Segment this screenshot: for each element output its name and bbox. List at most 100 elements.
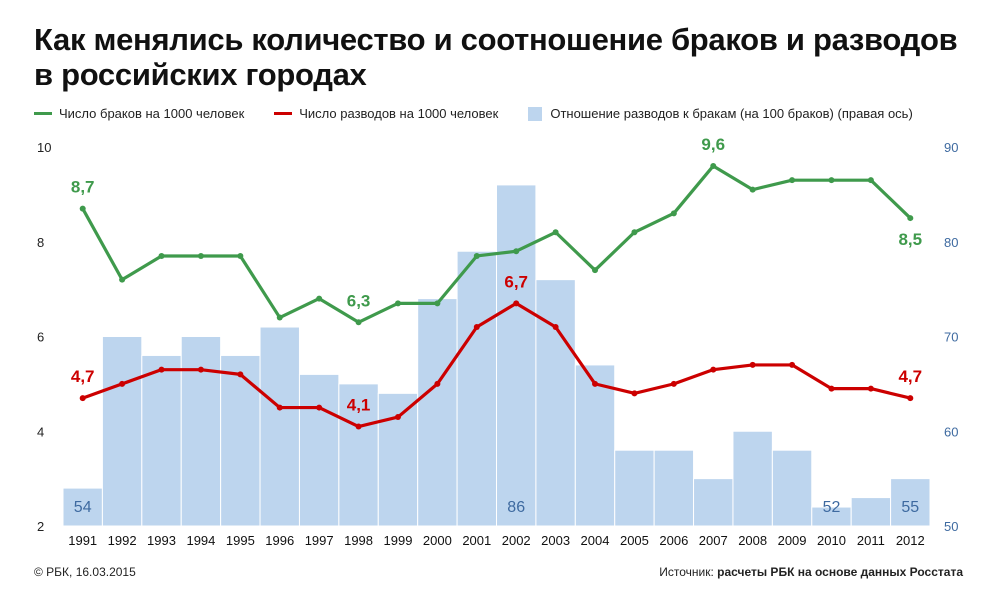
- legend-label-marriages: Число браков на 1000 человек: [59, 106, 245, 121]
- ratio-bar: [850, 497, 892, 527]
- divorces-point: [552, 324, 559, 331]
- x-axis-tick-label: 1995: [226, 533, 255, 548]
- ratio-bar: [535, 279, 576, 527]
- source-note: Источник: расчеты РБК на основе данных Р…: [659, 565, 963, 579]
- legend-label-ratio: Отношение разводов к бракам (на 100 брак…: [550, 106, 913, 121]
- divorces-point: [119, 380, 126, 387]
- x-axis-tick-label: 2001: [462, 533, 491, 548]
- legend-swatch-ratio: [528, 106, 543, 121]
- divorces-point: [592, 380, 599, 387]
- ratio-bar: [574, 364, 616, 527]
- marriages-point: [276, 314, 283, 321]
- divorces-data-label: 6,7: [504, 272, 528, 291]
- divorces-point: [513, 300, 520, 307]
- legend-item-marriages: Число браков на 1000 человек: [34, 106, 244, 121]
- marriages-point: [749, 186, 756, 193]
- marriages-point: [119, 276, 126, 283]
- marriages-line: [81, 164, 912, 324]
- divorces-point: [434, 380, 441, 387]
- ratio-bar-label: 86: [507, 499, 525, 516]
- marriages-data-label: 8,5: [898, 230, 922, 249]
- divorces-data-label: 4,1: [347, 396, 371, 415]
- x-axis-tick-label: 1992: [108, 533, 137, 548]
- marriages-point: [789, 177, 796, 184]
- divorces-point: [276, 404, 283, 411]
- ratio-bar: [180, 336, 222, 527]
- ratio-bar: [62, 487, 103, 527]
- x-axis-tick-label: 2008: [738, 533, 767, 548]
- legend-swatch-divorces: [274, 112, 293, 115]
- ratio-bar: [771, 449, 813, 527]
- ratio-bar: [614, 449, 655, 527]
- ratio-bar: [377, 392, 419, 527]
- marriages-data-label: 8,7: [71, 178, 95, 197]
- x-axis-tick-label: 2003: [541, 533, 570, 548]
- marriages-data-label: 9,6: [701, 135, 725, 154]
- x-axis-tick-label: 2005: [620, 533, 649, 548]
- marriages-point: [197, 252, 204, 259]
- divorces-line: [82, 301, 911, 429]
- copyright: © РБК, 16.03.2015: [34, 565, 136, 579]
- marriages-point: [355, 319, 362, 326]
- source-prefix: Источник:: [659, 565, 714, 579]
- ratio-bar: [890, 478, 931, 527]
- ratio-bar: [101, 336, 143, 527]
- ratio-bar: [732, 430, 773, 527]
- marriages-point: [79, 205, 86, 212]
- left-axis-tick-label: 4: [37, 424, 44, 439]
- marriages-point: [670, 210, 677, 217]
- x-axis-tick-label: 1997: [305, 533, 334, 548]
- divorces-point: [789, 361, 796, 368]
- chart-title: Как менялись количество и соотношение бр…: [34, 22, 958, 92]
- left-axis-tick-label: 2: [37, 519, 44, 534]
- divorces-point: [158, 366, 165, 373]
- marriages-point: [828, 177, 835, 184]
- marriages-point: [907, 215, 914, 222]
- ratio-bar-label: 52: [823, 499, 841, 516]
- marriages-point: [710, 162, 717, 169]
- right-axis-tick-label: 70: [944, 330, 958, 345]
- x-axis-tick-label: 2007: [699, 533, 728, 548]
- ratio-bar-label: 54: [74, 499, 92, 516]
- divorces-point: [670, 380, 677, 387]
- x-axis-tick-label: 1991: [68, 533, 97, 548]
- divorces-point: [197, 366, 204, 373]
- legend-item-divorces: Число разводов на 1000 человек: [274, 106, 498, 121]
- left-axis-tick-label: 10: [37, 140, 51, 155]
- x-axis-tick-label: 1998: [344, 533, 373, 548]
- ratio-bar: [298, 373, 340, 527]
- right-axis-tick-label: 90: [944, 140, 958, 155]
- marriages-data-label: 6,3: [347, 291, 371, 310]
- right-axis-tick-label: 50: [944, 519, 958, 534]
- marriages-point: [316, 295, 323, 302]
- divorces-point: [473, 324, 480, 331]
- legend: Число браков на 1000 человек Число разво…: [34, 106, 943, 121]
- ratio-bar: [417, 298, 458, 527]
- legend-item-ratio: Отношение разводов к бракам (на 100 брак…: [528, 106, 913, 121]
- divorces-point: [355, 423, 362, 430]
- divorces-point: [79, 395, 86, 402]
- x-axis-tick-label: 1996: [265, 533, 294, 548]
- ratio-bar: [693, 478, 734, 527]
- ratio-bar: [259, 326, 300, 527]
- marriages-point: [394, 300, 401, 307]
- x-axis-tick-label: 2010: [817, 533, 846, 548]
- divorces-point: [907, 395, 914, 402]
- marriages-point: [434, 300, 441, 307]
- divorces-point: [867, 385, 874, 392]
- divorces-data-label: 4,7: [71, 367, 95, 386]
- marriages-point: [867, 177, 874, 184]
- marriages-point: [513, 248, 520, 255]
- divorces-point: [394, 414, 401, 421]
- x-axis-tick-label: 2012: [896, 533, 925, 548]
- left-axis-tick-label: 8: [37, 235, 44, 250]
- divorces-point: [710, 366, 717, 373]
- source-text: расчеты РБК на основе данных Росстата: [717, 565, 963, 579]
- divorces-point: [316, 404, 323, 411]
- marriages-point: [592, 267, 599, 274]
- x-axis-tick-label: 2000: [423, 533, 452, 548]
- marriages-point: [552, 229, 559, 236]
- divorces-point: [631, 390, 638, 397]
- x-axis-tick-label: 2009: [778, 533, 807, 548]
